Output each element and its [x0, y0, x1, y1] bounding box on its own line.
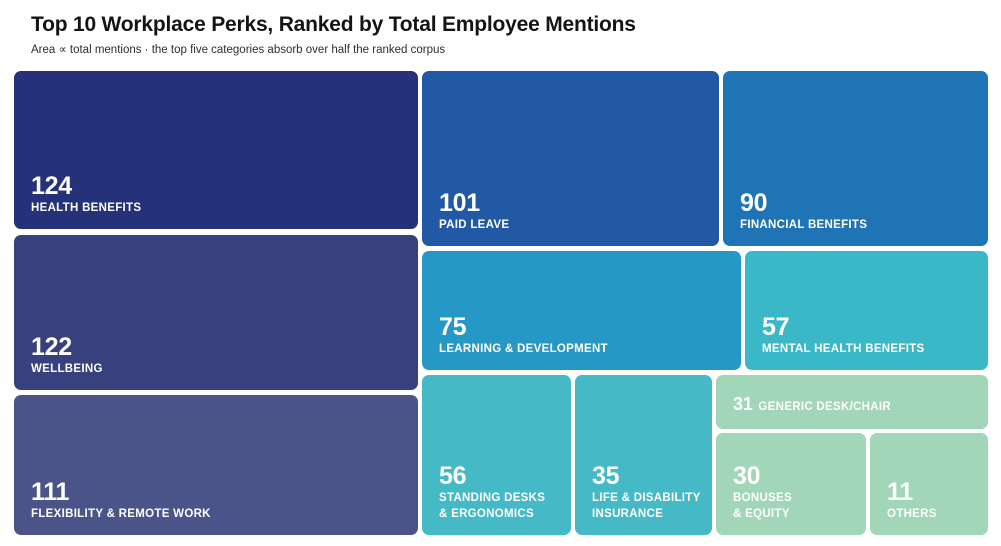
tile-label-group: 30 BONUSES & EQUITY — [733, 463, 792, 522]
tile-label-group: 57 MENTAL HEALTH BENEFITS — [762, 314, 924, 357]
tile-label-group: 124 HEALTH BENEFITS — [31, 173, 141, 216]
tile-label-group: 75 LEARNING & DEVELOPMENT — [439, 314, 608, 357]
treemap-tile-financial-benefits: 90 FINANCIAL BENEFITS — [723, 71, 988, 246]
tile-value: 90 — [740, 189, 768, 217]
tile-category-label: LIFE & DISABILITY INSURANCE — [592, 492, 701, 520]
chart-subtitle: Area ∝ total mentions · the top five cat… — [31, 44, 446, 56]
tile-value: 122 — [31, 333, 72, 361]
treemap-tile-others: 11 OTHERS — [870, 433, 988, 535]
tile-category-label: WELLBEING — [31, 363, 103, 375]
treemap-tile-bonuses-equity: 30 BONUSES & EQUITY — [716, 433, 866, 535]
tile-category-label: HEALTH BENEFITS — [31, 202, 142, 214]
tile-label-group: 122 WELLBEING — [31, 334, 103, 377]
tile-label-group: 35 LIFE & DISABILITY INSURANCE — [592, 463, 701, 522]
tile-value: 111 — [31, 478, 70, 506]
tile-label-group: 101 PAID LEAVE — [439, 190, 509, 233]
tile-value: 57 — [762, 313, 790, 341]
chart-title: Top 10 Workplace Perks, Ranked by Total … — [31, 13, 636, 36]
tile-category-label: LEARNING & DEVELOPMENT — [439, 343, 608, 355]
tile-category-label: GENERIC DESK/CHAIR — [758, 401, 891, 413]
treemap-tile-learning-development: 75 LEARNING & DEVELOPMENT — [422, 251, 741, 370]
treemap-tile-generic-desk-chair: 31 GENERIC DESK/CHAIR — [716, 375, 988, 429]
tile-label-group: 90 FINANCIAL BENEFITS — [740, 190, 867, 233]
tile-label-group: 31 GENERIC DESK/CHAIR — [733, 394, 891, 415]
treemap-tile-paid-leave: 101 PAID LEAVE — [422, 71, 719, 246]
tile-category-label: FLEXIBILITY & REMOTE WORK — [31, 508, 211, 520]
tile-value: 124 — [31, 172, 72, 200]
treemap-tile-wellbeing: 122 WELLBEING — [14, 235, 418, 390]
tile-category-label: MENTAL HEALTH BENEFITS — [762, 343, 925, 355]
tile-category-label: FINANCIAL BENEFITS — [740, 219, 868, 231]
tile-category-label: STANDING DESKS & ERGONOMICS — [439, 492, 546, 520]
tile-category-label: BONUSES & EQUITY — [733, 492, 792, 520]
tile-label-group: 11 OTHERS — [887, 479, 937, 522]
tile-value: 75 — [439, 313, 467, 341]
tile-label-group: 56 STANDING DESKS & ERGONOMICS — [439, 463, 545, 522]
treemap-tile-health-benefits: 124 HEALTH BENEFITS — [14, 71, 418, 229]
tile-value: 31 — [733, 394, 753, 414]
tile-value: 101 — [439, 189, 480, 217]
tile-category-label: PAID LEAVE — [439, 219, 510, 231]
tile-category-label: OTHERS — [887, 508, 937, 520]
tile-label-group: 111 FLEXIBILITY & REMOTE WORK — [31, 479, 211, 522]
tile-value: 56 — [439, 462, 467, 490]
treemap-tile-life-disability-insurance: 35 LIFE & DISABILITY INSURANCE — [575, 375, 712, 535]
treemap-tile-mental-health-benefits: 57 MENTAL HEALTH BENEFITS — [745, 251, 988, 370]
tile-value: 11 — [887, 478, 913, 506]
treemap-tile-standing-desks-ergonomics: 56 STANDING DESKS & ERGONOMICS — [422, 375, 571, 535]
treemap-tile-flexibility-remote-work: 111 FLEXIBILITY & REMOTE WORK — [14, 395, 418, 535]
tile-value: 30 — [733, 462, 761, 490]
tile-value: 35 — [592, 462, 620, 490]
